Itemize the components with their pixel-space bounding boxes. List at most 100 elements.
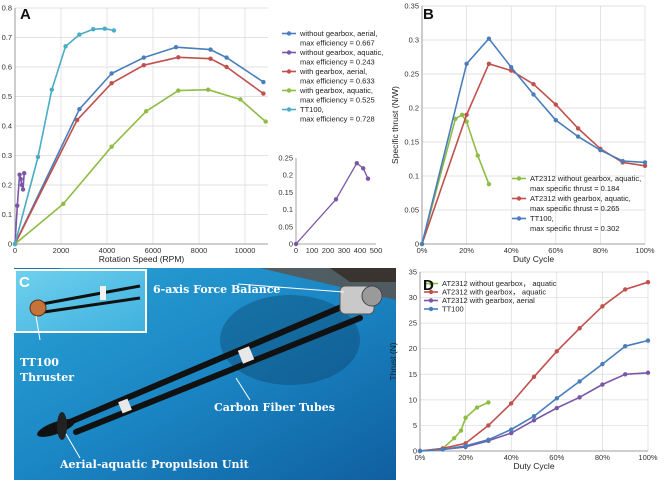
y-tick-label: 10	[409, 395, 417, 404]
data-point	[600, 382, 605, 387]
y-tick-label: 5	[413, 421, 417, 430]
x-tick-label: 100	[306, 246, 319, 255]
data-point	[261, 91, 266, 96]
data-point	[464, 61, 469, 66]
y-tick-label: 0.3	[2, 151, 12, 160]
label-tt100-line1: TT100	[20, 356, 59, 369]
y-tick-label: 0.2	[283, 171, 293, 180]
series-line-3	[14, 88, 267, 245]
data-point	[531, 374, 537, 380]
y-tick-label: 0	[8, 240, 12, 249]
x-tick-label: 60%	[548, 246, 563, 255]
data-point	[642, 160, 648, 165]
y-tick-label: 0.35	[404, 2, 419, 11]
y-tick-label: 0.25	[278, 154, 293, 163]
legend-entry-0: AT2312 without gearbox， aquatic	[442, 279, 557, 288]
tt100-thruster	[29, 299, 47, 317]
data-point	[35, 154, 41, 160]
y-tick-label: 0.15	[278, 188, 293, 197]
data-point	[15, 203, 20, 208]
data-point	[333, 197, 339, 202]
series-line-0	[295, 162, 369, 245]
data-point	[261, 79, 266, 85]
data-point	[354, 160, 359, 166]
data-point	[645, 280, 651, 285]
x-tick-label: 300	[338, 246, 351, 255]
x-tick-label: 80%	[595, 453, 610, 462]
legend-entry-line: max efficiency = 0.633	[300, 77, 375, 86]
data-point	[475, 153, 480, 158]
data-point	[77, 106, 82, 112]
data-point	[459, 112, 465, 118]
tank-rim-dark	[330, 268, 396, 282]
y-tick-label: 0.05	[278, 222, 293, 231]
data-point	[464, 119, 469, 124]
legend-marker-3	[286, 88, 292, 93]
data-point	[474, 405, 480, 410]
data-point	[620, 158, 625, 164]
data-point	[224, 55, 229, 60]
y-tick-label: 0.1	[2, 210, 12, 219]
legend-entry-2: AT2312 with gearbox, aerial	[442, 296, 535, 305]
data-point	[208, 56, 213, 61]
legend-entry-1: AT2312 with gearbox, aquatic, max specifi…	[530, 194, 631, 213]
x-axis-title: Rotation Speed (RPM)	[99, 254, 185, 264]
panel-b-chart: 0 0.05 0.1 0.15 0.2 0.25 0.3 0.35 0% 20% 40% 60% 80%…	[390, 2, 655, 265]
series-line-0	[14, 46, 264, 245]
legend-entry-3: TT100	[442, 305, 464, 314]
legend-marker-1	[516, 196, 522, 201]
panel-d-letter: D	[423, 277, 434, 294]
y-axis-title: Specific thrust (N/W)	[390, 86, 400, 164]
data-point	[109, 71, 114, 76]
inset-tube	[41, 284, 141, 306]
y-tick-label: 0.6	[2, 63, 12, 72]
data-point	[553, 102, 558, 107]
data-point	[74, 117, 80, 123]
x-tick-label: 8000	[191, 246, 208, 255]
data-point	[12, 241, 18, 247]
x-tick-label: 100%	[635, 246, 655, 255]
x-tick-label: 80%	[593, 246, 608, 255]
label-tt100-line2: Thruster	[20, 371, 74, 384]
legend-entry-0: without gearbox, aerial, max efficiency =…	[299, 29, 378, 48]
legend-marker-0	[428, 281, 434, 286]
y-tick-label: 25	[409, 319, 417, 328]
x-tick-label: 40%	[504, 246, 519, 255]
data-point	[645, 338, 651, 343]
data-point	[575, 126, 581, 131]
data-point	[361, 166, 366, 171]
legend-entry-line: TT100,	[300, 105, 324, 114]
x-tick-label: 200	[322, 246, 335, 255]
x-tick-label: 400	[354, 246, 367, 255]
data-point	[19, 182, 25, 188]
legend-entry-line: max efficiency = 0.525	[300, 96, 375, 105]
legend-entry-3: with gearbox, aquatic, max efficiency = 0…	[299, 86, 375, 105]
leader-line	[237, 283, 345, 293]
data-point	[263, 119, 268, 124]
legend-entry-line: max specific thrust = 0.302	[530, 224, 619, 233]
leader-line	[235, 377, 251, 401]
legend-marker-2	[516, 216, 522, 221]
data-point	[577, 326, 582, 331]
data-point	[109, 81, 114, 86]
data-point	[141, 55, 146, 60]
y-tick-label: 0.05	[404, 206, 419, 215]
data-point	[463, 415, 468, 420]
y-tick-label: 0.25	[404, 70, 419, 79]
panel-a-letter: A	[20, 6, 31, 23]
y-tick-label: 0.2	[2, 181, 12, 190]
legend-marker-0	[516, 176, 522, 181]
data-point	[509, 65, 514, 70]
y-tick-label: 0.8	[2, 4, 12, 13]
data-point	[365, 176, 371, 181]
data-point	[440, 447, 445, 452]
data-point	[77, 32, 82, 37]
data-point	[531, 82, 536, 87]
data-point	[141, 63, 146, 68]
data-point	[464, 112, 469, 118]
legend-entry-line: without gearbox, aquatic,	[299, 48, 383, 57]
legend-entry-line: with gearbox, aerial,	[299, 67, 367, 76]
legend-marker-4	[286, 107, 292, 112]
legend-entry-4: TT100, max efficiency = 0.728	[300, 105, 375, 124]
